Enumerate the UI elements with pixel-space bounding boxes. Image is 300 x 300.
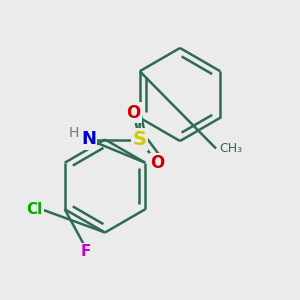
Text: F: F [80, 244, 91, 260]
Text: CH₃: CH₃ [219, 142, 242, 155]
Text: O: O [126, 103, 141, 122]
Text: H: H [68, 127, 79, 140]
Text: S: S [133, 130, 146, 149]
Text: O: O [150, 154, 165, 172]
Text: Cl: Cl [26, 202, 43, 217]
Text: N: N [81, 130, 96, 148]
